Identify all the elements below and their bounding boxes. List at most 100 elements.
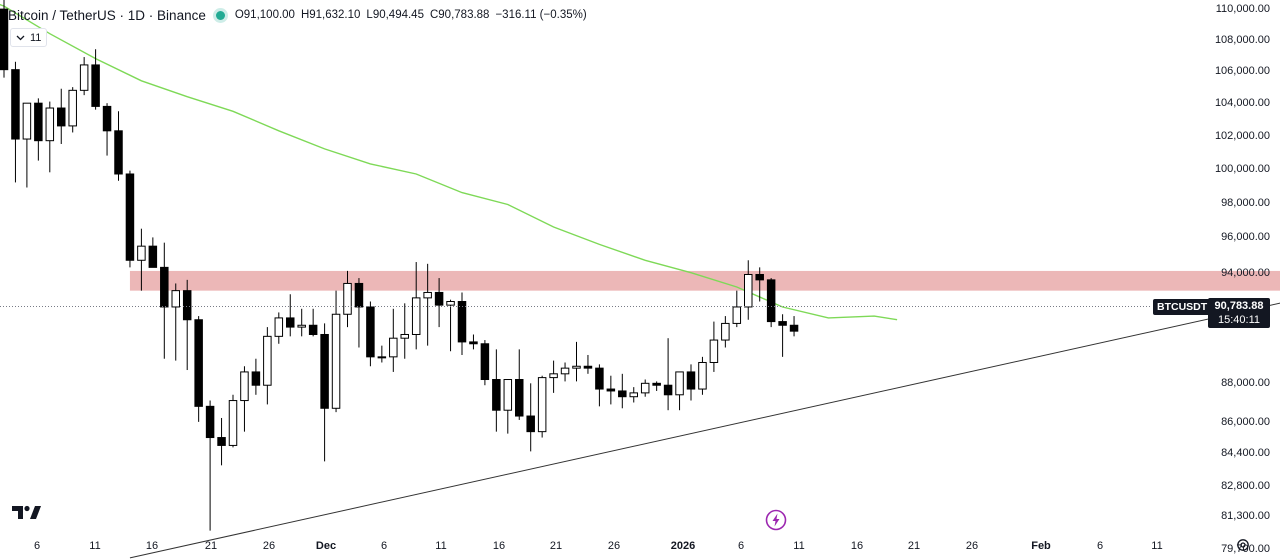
time-tick-label: 6 [1096,540,1104,552]
candle[interactable] [240,366,249,432]
price-tick-label: 102,000.00 [1214,129,1270,142]
price-tick-label: 81,300.00 [1221,510,1270,523]
candle[interactable] [492,349,501,432]
time-tick-label: 21 [204,540,218,552]
candle[interactable] [411,262,421,350]
candle[interactable] [686,364,696,401]
candle[interactable] [251,358,261,395]
candle[interactable] [560,362,570,382]
candle[interactable] [389,308,398,372]
candle-body [492,379,501,411]
candle[interactable] [343,270,352,328]
candle[interactable] [297,308,306,337]
candle[interactable] [698,356,707,395]
candle[interactable] [137,228,146,291]
candle[interactable] [652,381,661,391]
candle[interactable] [537,375,547,438]
candle[interactable] [91,49,100,110]
change-value: −316.11 (−0.35%) [495,9,587,21]
candle[interactable] [22,102,32,188]
candle[interactable] [709,321,719,372]
candle[interactable] [34,98,43,161]
candle[interactable] [354,278,364,348]
candle[interactable] [732,290,742,328]
candle[interactable] [526,383,535,452]
candle[interactable] [755,267,764,302]
candle[interactable] [446,299,455,352]
candle-body [400,333,409,339]
indicators-toggle-button[interactable]: 11 [10,28,48,47]
time-tick-label: 11 [89,540,101,552]
candle[interactable] [549,360,558,393]
candle[interactable] [675,371,684,411]
candle[interactable] [606,375,616,405]
candle-body [148,245,158,268]
candle[interactable] [721,316,730,348]
candle[interactable] [45,101,55,173]
candle-body [686,371,696,390]
candle[interactable] [148,237,158,268]
candle[interactable] [68,87,77,133]
candle[interactable] [217,417,226,466]
candle-body [125,173,135,261]
candle[interactable] [114,111,123,181]
candle[interactable] [766,278,776,328]
candle[interactable] [194,316,203,422]
candle[interactable] [457,292,467,355]
settings-gear-icon[interactable] [1236,538,1250,552]
candle[interactable] [377,345,387,363]
candle[interactable] [125,170,135,268]
candle[interactable] [0,0,9,78]
candle-body [595,367,604,390]
time-tick-label: 26 [965,540,979,552]
lightning-icon[interactable] [765,509,787,531]
candle-body [205,405,215,439]
candle[interactable] [572,341,581,382]
candle[interactable] [583,354,593,374]
candle[interactable] [286,294,295,337]
candle-body [57,107,66,127]
time-tick-label: 6 [33,540,41,552]
candle[interactable] [171,283,180,361]
candle-body [560,367,570,375]
tradingview-logo-icon[interactable] [12,504,42,520]
candle[interactable] [503,379,513,434]
candle[interactable] [11,61,20,183]
candle[interactable] [515,349,524,420]
candle-body [194,319,203,407]
candle[interactable] [274,312,284,344]
candle[interactable] [308,308,318,337]
candle[interactable] [629,387,638,403]
candle[interactable] [331,290,341,413]
candle-body [480,343,490,381]
candle[interactable] [480,340,490,386]
candle[interactable] [423,263,432,346]
candle[interactable] [778,314,787,357]
candle[interactable] [366,301,375,367]
candle[interactable] [228,394,238,448]
candle[interactable] [79,57,89,96]
candle[interactable] [263,327,272,405]
candle[interactable] [744,260,753,320]
candle[interactable] [469,334,478,350]
candle[interactable] [434,278,444,328]
candle[interactable] [57,88,66,144]
support-trendline[interactable] [129,292,1280,559]
candle[interactable] [640,379,650,397]
candle[interactable] [595,364,604,407]
candle[interactable] [182,279,192,371]
last-price: 90,783.88 [1214,300,1264,312]
symbol-title[interactable]: Bitcoin / TetherUS · 1D · Binance [8,7,206,23]
resistance-zone[interactable] [129,270,1280,291]
candle[interactable] [160,242,169,359]
candle[interactable] [663,338,673,411]
candle[interactable] [320,323,329,462]
candle[interactable] [205,400,215,531]
candle[interactable] [102,103,112,156]
candle-body [297,324,306,328]
candle[interactable] [789,316,799,337]
candle[interactable] [618,373,627,409]
candle[interactable] [400,303,409,359]
candle-body [160,266,169,308]
